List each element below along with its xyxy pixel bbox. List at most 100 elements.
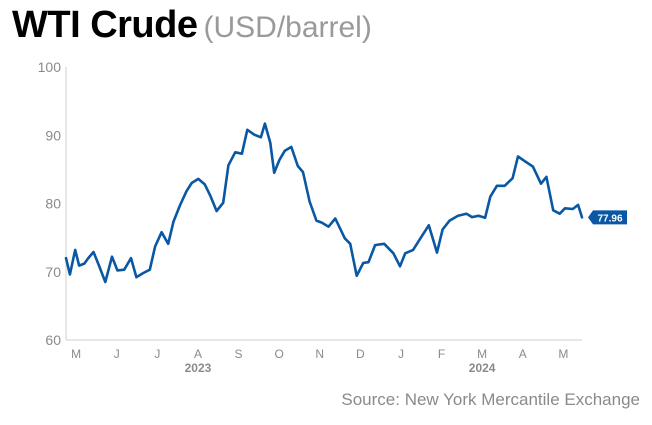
data-point <box>412 249 414 251</box>
data-point <box>355 275 358 277</box>
data-point <box>253 133 255 136</box>
x-tick-label: N <box>315 347 324 361</box>
last-value-label: 77.96 <box>597 213 622 224</box>
data-point <box>399 265 401 268</box>
x-tick-label: A <box>519 347 527 361</box>
data-point <box>190 182 193 184</box>
data-point <box>420 236 422 239</box>
data-point <box>234 151 236 154</box>
data-point <box>209 194 211 197</box>
data-point <box>111 255 113 258</box>
data-point <box>78 264 80 267</box>
data-point <box>135 276 138 279</box>
data-point <box>344 237 346 240</box>
data-point <box>581 216 583 219</box>
x-tick-label: J <box>398 347 404 361</box>
data-point <box>552 209 554 212</box>
data-point <box>564 207 566 210</box>
data-point <box>404 252 407 255</box>
x-tick-label: M <box>71 347 81 361</box>
x-tick-label: S <box>235 347 243 361</box>
data-point <box>69 273 71 276</box>
data-point <box>260 136 262 139</box>
data-point <box>154 245 156 248</box>
data-point <box>241 152 243 155</box>
data-point <box>160 231 163 233</box>
data-point <box>283 150 286 152</box>
data-point <box>83 262 86 265</box>
data-point <box>524 160 526 162</box>
data-point <box>367 261 370 264</box>
data-point <box>471 216 473 218</box>
data-point <box>392 252 395 255</box>
x-tick-label: J <box>114 347 120 361</box>
data-point <box>179 204 181 207</box>
data-point <box>545 176 548 178</box>
data-point <box>65 257 67 259</box>
last-value-tag <box>588 210 627 225</box>
data-point <box>315 219 318 222</box>
data-point <box>74 249 76 251</box>
x-tick-label: F <box>438 347 445 361</box>
data-point <box>383 243 386 245</box>
data-point <box>142 272 144 274</box>
data-point <box>334 217 337 220</box>
data-point <box>362 262 365 264</box>
data-point <box>428 224 430 227</box>
data-point <box>503 185 506 187</box>
data-point <box>273 172 276 174</box>
data-point <box>496 185 498 187</box>
data-point <box>278 159 281 161</box>
y-tick-label: 100 <box>38 59 62 75</box>
y-tick-label: 60 <box>45 332 61 348</box>
data-point <box>577 204 579 206</box>
data-point <box>484 217 486 219</box>
data-point <box>290 146 293 148</box>
data-point <box>448 219 451 222</box>
x-tick-label: A <box>194 347 202 361</box>
y-tick-label: 90 <box>45 127 61 143</box>
data-point <box>374 244 376 246</box>
data-point <box>517 155 519 158</box>
data-point <box>308 200 311 203</box>
data-point <box>457 215 459 217</box>
data-point <box>104 281 107 283</box>
x-tick-label: O <box>274 347 283 361</box>
data-point <box>130 257 132 259</box>
data-point <box>92 251 95 253</box>
price-line <box>64 122 584 284</box>
data-point <box>540 182 542 185</box>
data-point <box>572 208 574 210</box>
data-point <box>246 129 249 131</box>
data-point <box>465 212 468 215</box>
data-point <box>167 243 169 245</box>
data-point <box>327 225 330 228</box>
x-tick-label: M <box>477 347 487 361</box>
data-point <box>197 178 200 180</box>
data-point <box>264 122 266 125</box>
data-point <box>302 171 304 173</box>
data-point <box>321 221 323 224</box>
data-point <box>269 142 272 144</box>
chart-unit: (USD/barrel) <box>203 11 372 44</box>
x-tick-label: D <box>356 347 365 361</box>
chart-title-row: WTI Crude (USD/barrel) <box>12 4 372 47</box>
data-point <box>441 228 444 231</box>
data-point <box>511 177 514 179</box>
year-label: 2023 <box>185 361 212 375</box>
data-point <box>297 165 299 167</box>
data-point <box>558 212 561 215</box>
data-point <box>227 164 230 167</box>
data-point <box>222 202 224 204</box>
data-point <box>97 264 100 266</box>
data-point <box>204 183 206 186</box>
y-tick-label: 80 <box>45 196 61 212</box>
source-note: Source: New York Mercantile Exchange <box>341 390 640 409</box>
x-tick-label: J <box>154 347 160 361</box>
data-point <box>185 190 188 192</box>
x-tick-label: M <box>558 347 568 361</box>
data-point <box>116 269 119 272</box>
data-point <box>349 243 352 245</box>
data-point <box>149 268 151 271</box>
